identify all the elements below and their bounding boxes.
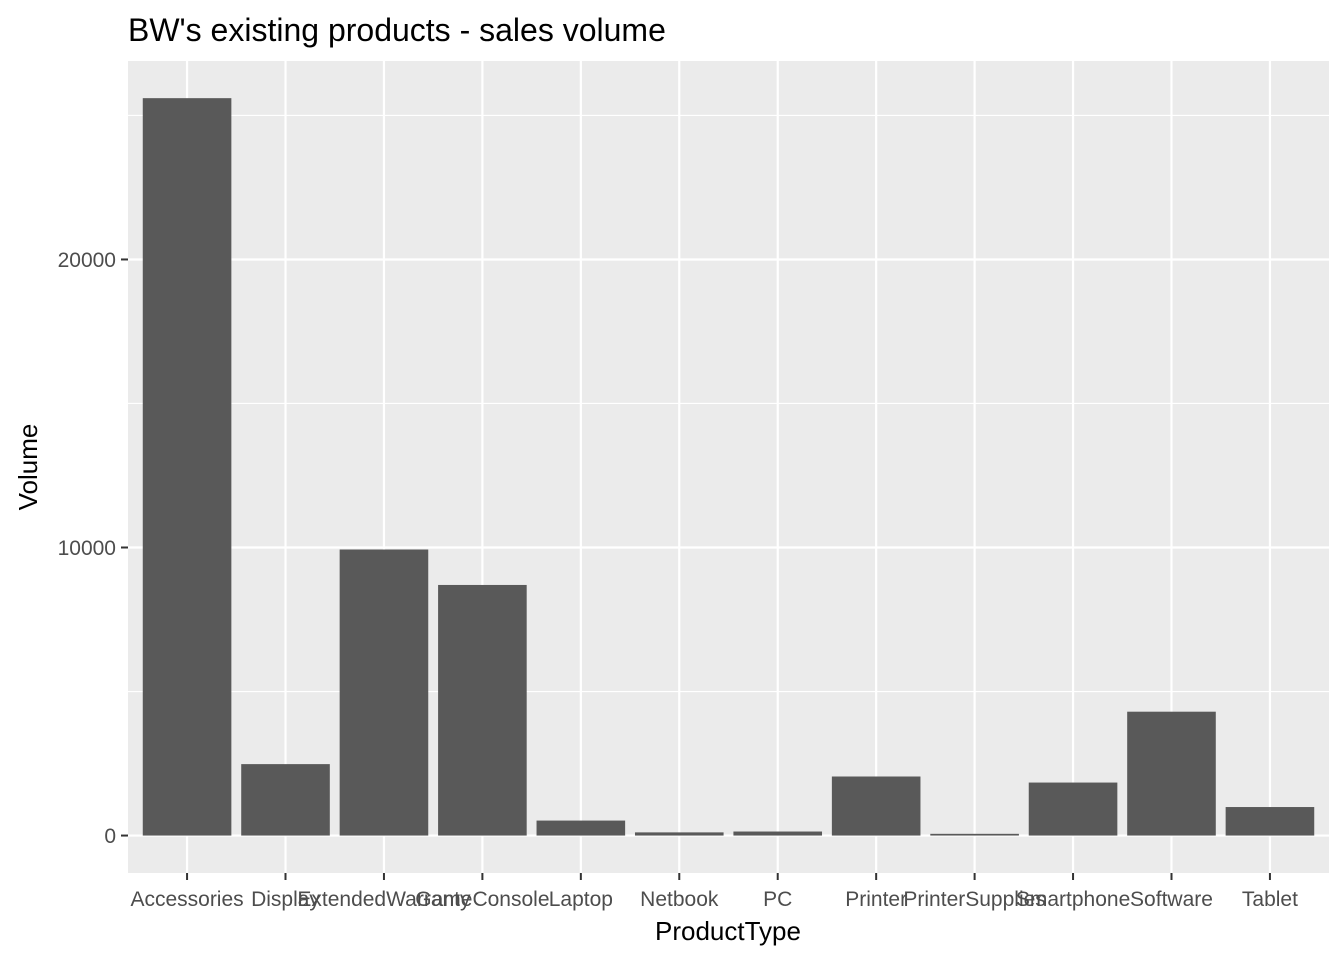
bar-display — [241, 764, 330, 836]
bar-accessories — [142, 98, 232, 836]
chart-title: BW's existing products - sales volume — [128, 12, 666, 48]
x-tick-label: PrinterSupplies — [903, 888, 1045, 911]
y-tick-label: 0 — [104, 825, 116, 848]
x-tick-label: PC — [763, 888, 792, 911]
bar-netbook — [634, 832, 724, 836]
x-tick-label: Netbook — [640, 888, 719, 911]
x-tick-label: Software — [1130, 888, 1213, 911]
y-axis-title: Volume — [13, 424, 43, 511]
x-tick-label: ExtendedWarranty — [297, 888, 471, 911]
bar-printersupplies — [930, 833, 1019, 836]
x-tick-label: GameConsole — [415, 888, 549, 911]
bars — [142, 98, 1315, 836]
y-tick-label: 10000 — [58, 537, 116, 560]
grid-minor — [128, 114, 1329, 693]
bar-extendedwarranty — [339, 549, 429, 836]
bar-smartphone — [1028, 782, 1118, 836]
x-axis-title: ProductType — [655, 916, 801, 946]
x-tick-label: Display — [251, 888, 320, 911]
x-axis-ticks: Accessories DisplayExtendedWarrantyGameCo… — [130, 873, 1298, 911]
bar-software — [1127, 711, 1216, 836]
x-tick-label: Tablet — [1242, 888, 1298, 911]
bar-gameconsole — [438, 584, 527, 836]
x-tick-label: Laptop — [549, 888, 613, 911]
y-tick-label: 20000 — [58, 249, 116, 272]
bar-tablet — [1225, 807, 1315, 836]
x-tick-label: Printer — [845, 888, 907, 911]
bar-laptop — [536, 820, 626, 836]
x-tick-label: Accessories — [130, 888, 243, 911]
bar-pc — [733, 831, 823, 836]
x-tick-label: Smartphone — [1016, 888, 1130, 911]
y-axis-ticks: 0 10000 20000 — [58, 249, 128, 848]
bar-printer — [831, 776, 921, 836]
